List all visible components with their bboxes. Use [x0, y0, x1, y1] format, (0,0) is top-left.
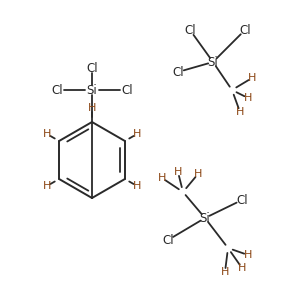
Text: H: H: [158, 173, 166, 183]
Text: H: H: [244, 250, 252, 260]
Text: H: H: [238, 263, 246, 273]
Text: H: H: [194, 169, 202, 179]
Text: H: H: [133, 181, 141, 191]
Text: Si: Si: [208, 55, 218, 69]
Text: H: H: [43, 129, 51, 139]
Text: H: H: [221, 267, 229, 277]
Text: Cl: Cl: [162, 234, 174, 246]
Text: Cl: Cl: [184, 24, 196, 36]
Text: H: H: [88, 103, 96, 113]
Text: Cl: Cl: [172, 66, 184, 78]
Text: Cl: Cl: [86, 61, 98, 74]
Text: Cl: Cl: [121, 83, 133, 97]
Text: Cl: Cl: [239, 24, 251, 36]
Text: H: H: [174, 167, 182, 177]
Text: H: H: [248, 73, 256, 83]
Text: Si: Si: [87, 83, 97, 97]
Text: H: H: [244, 93, 252, 103]
Text: Cl: Cl: [236, 193, 248, 207]
Text: Cl: Cl: [51, 83, 63, 97]
Text: H: H: [133, 129, 141, 139]
Text: Si: Si: [200, 212, 210, 224]
Text: H: H: [43, 181, 51, 191]
Text: H: H: [236, 107, 244, 117]
